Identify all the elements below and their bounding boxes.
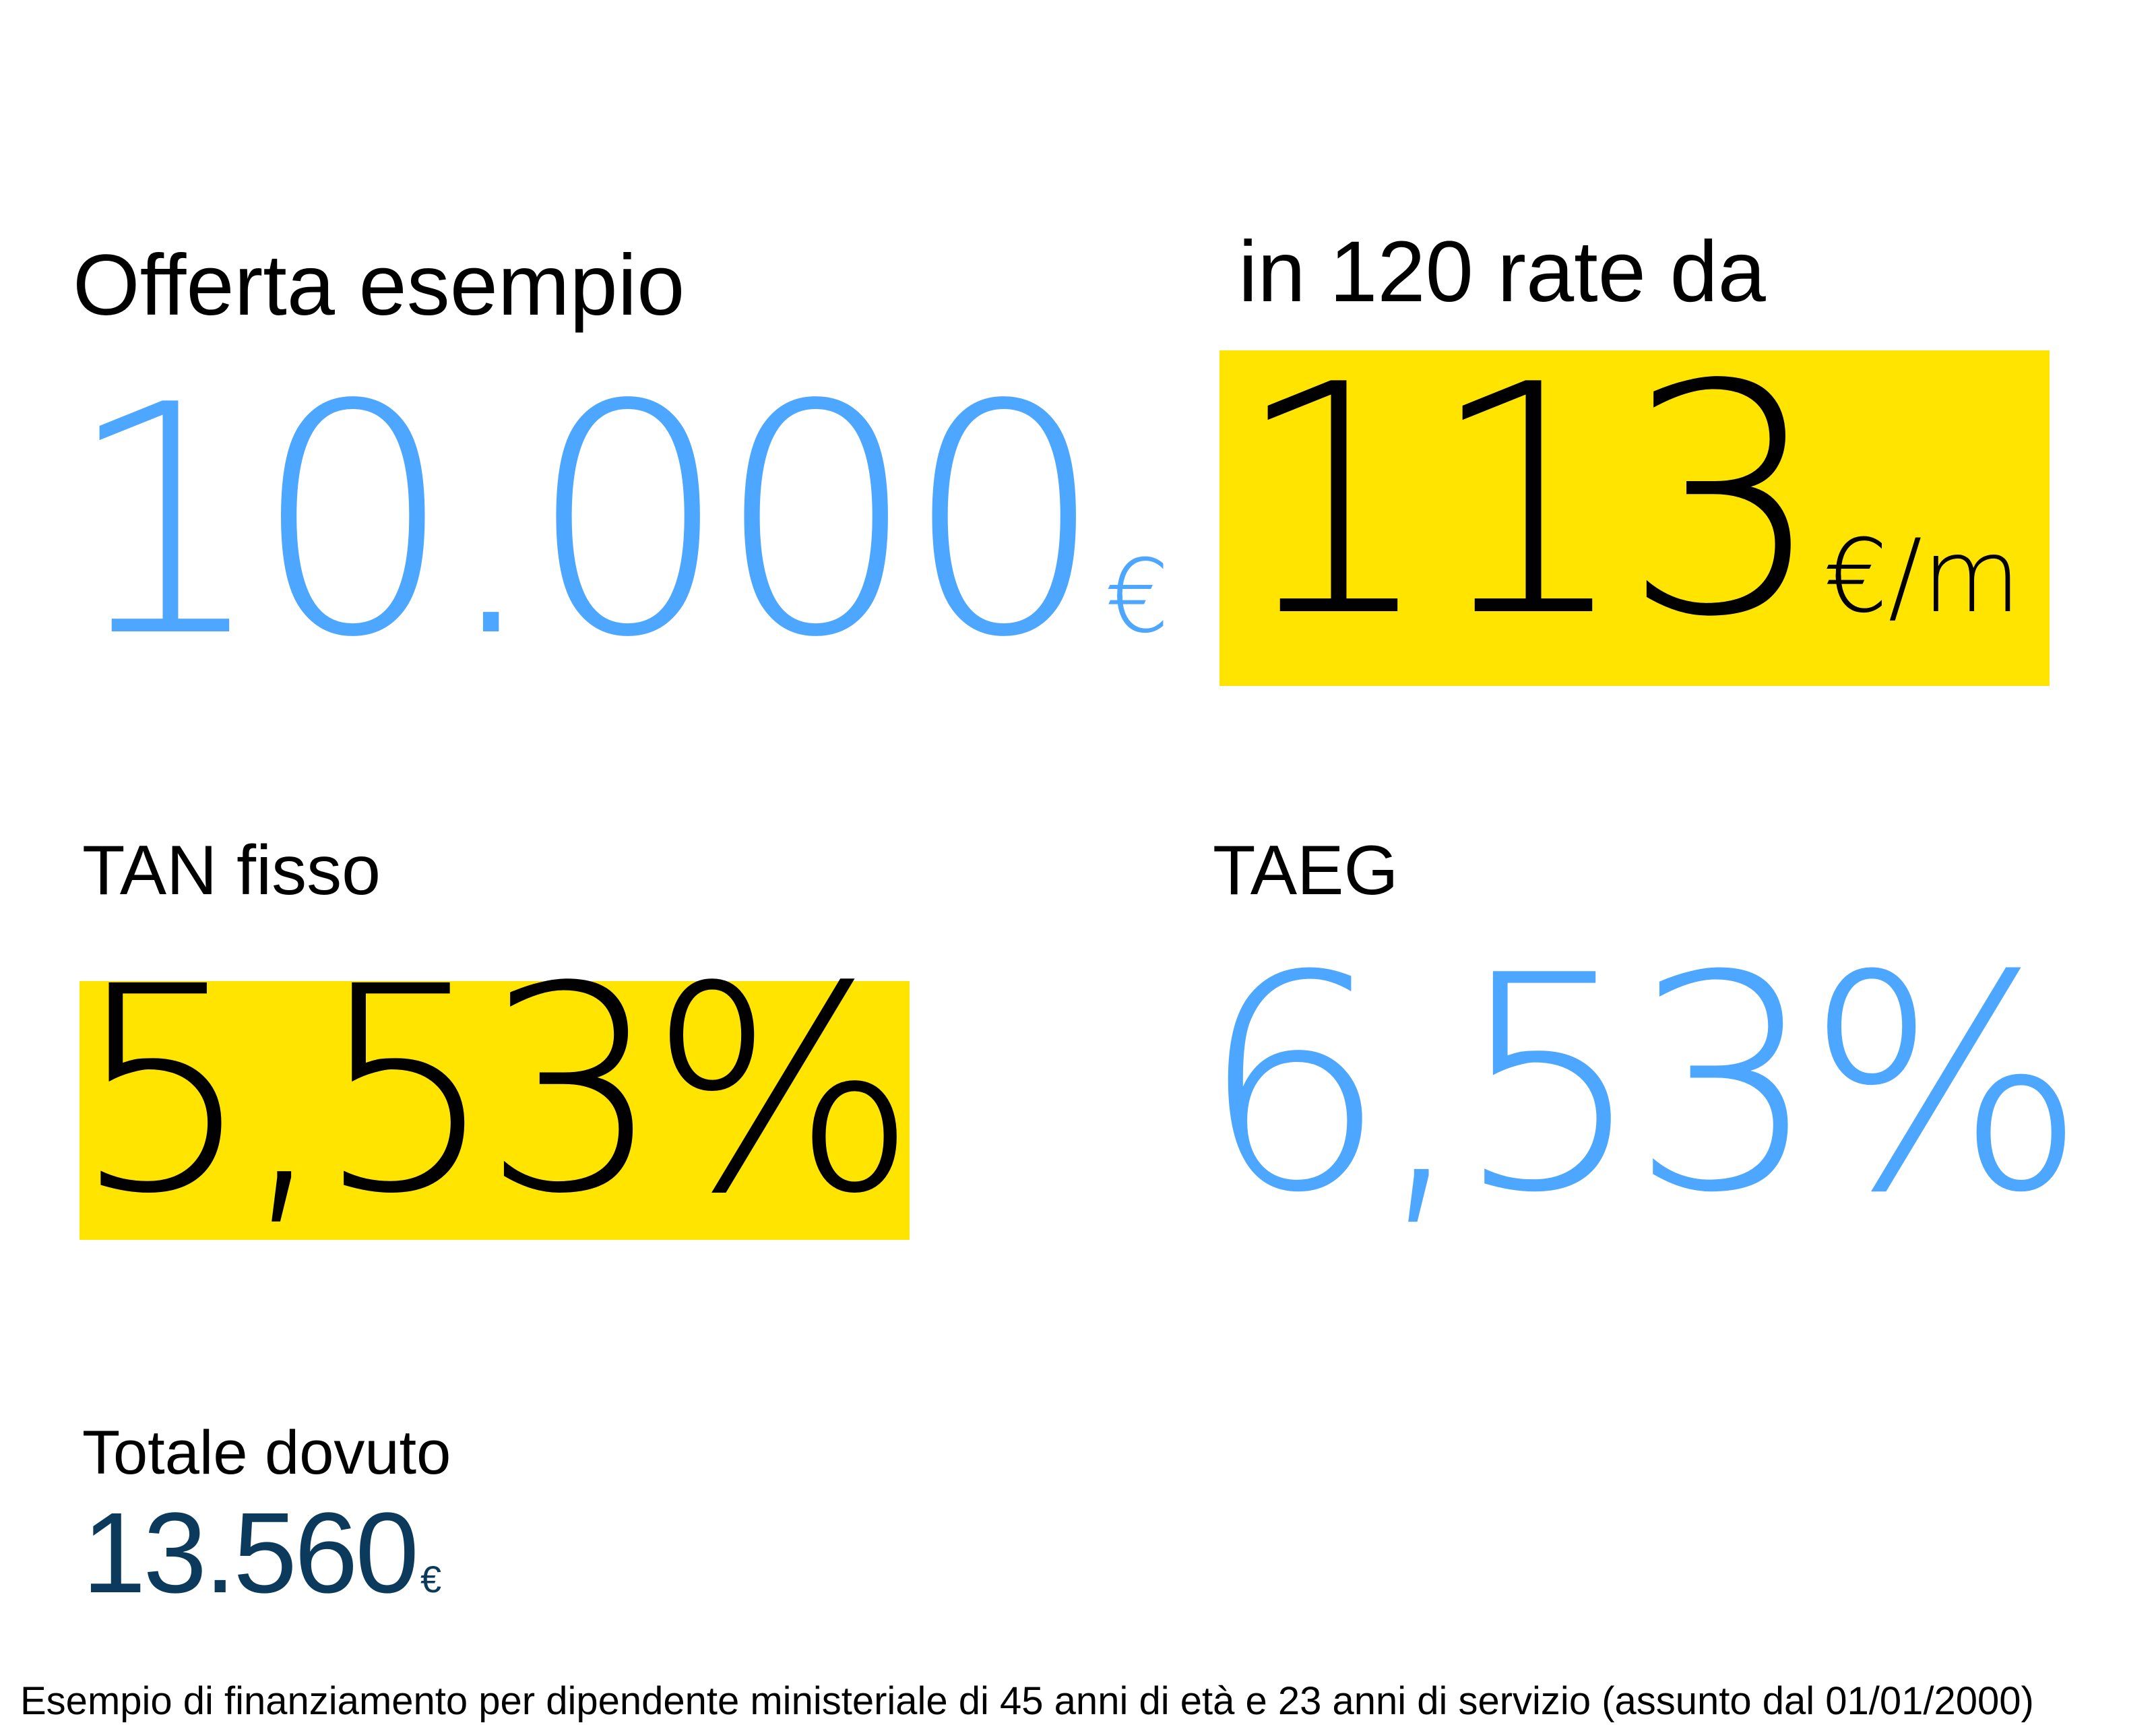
taeg-value: 6,53% — [1199, 912, 2087, 1257]
offer-amount-value: 10.000 — [65, 338, 1106, 706]
tan-title: TAN fisso — [82, 832, 381, 910]
taeg-title: TAEG — [1213, 832, 1399, 910]
tan-highlight — [80, 981, 910, 1240]
total-amount: 13.560 € — [82, 1496, 441, 1610]
installments-unit: €/m — [1824, 518, 2021, 635]
tan-value: 5,53% — [73, 927, 918, 1256]
total-amount-value: 13.560 — [82, 1489, 419, 1617]
offer-amount: 10.000 € — [65, 364, 1170, 681]
installments-title: in 120 rate da — [1238, 224, 1766, 320]
installments-highlight — [1219, 350, 2050, 686]
offer-title: Offerta esempio — [73, 237, 685, 334]
total-currency: € — [420, 1558, 442, 1600]
total-title: Totale dovuto — [82, 1418, 451, 1487]
installments-amount-value: 113 — [1233, 317, 1824, 686]
footnote: Esempio di finanziamento per dipendente … — [20, 1679, 2034, 1723]
offer-currency: € — [1105, 538, 1170, 656]
installments-amount: 113€/m — [1233, 344, 2021, 660]
